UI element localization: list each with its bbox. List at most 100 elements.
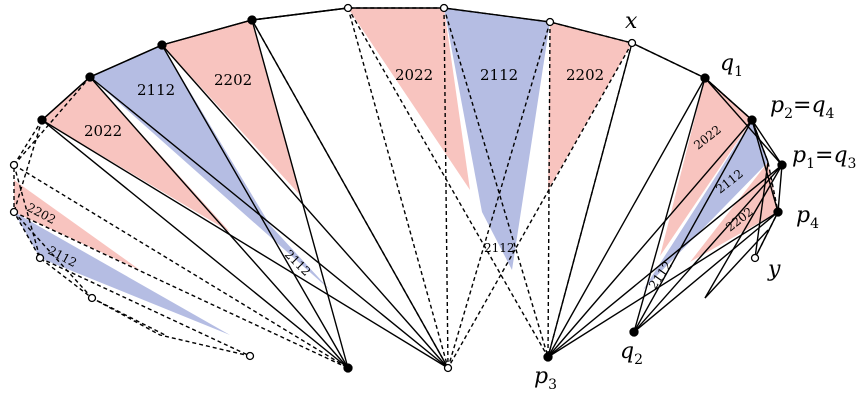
region-pink-2202-center: [548, 22, 632, 190]
dashed-5: [13, 119, 43, 213]
region-blue-2112-lower: [14, 212, 230, 335]
point-q1: [700, 73, 710, 83]
dashed-7: [13, 211, 93, 299]
shaded-regions: [14, 8, 778, 335]
point-q2: [629, 327, 639, 337]
region-pink-2022-left: [42, 77, 230, 232]
solid-21: [704, 229, 769, 299]
dashed-9: [347, 7, 449, 369]
point-x: [627, 38, 637, 48]
point-p1q3: [777, 160, 787, 170]
label-p2-sub: 2: [784, 106, 793, 122]
label-p1-eq: =: [815, 143, 833, 168]
solid-20: [704, 164, 783, 299]
region-pink-2022-right: [660, 78, 752, 256]
label-q1-base: q: [720, 51, 734, 76]
solid-14: [633, 119, 753, 333]
point-white: [87, 293, 97, 303]
region-label: 2022: [84, 122, 122, 140]
point-black: [157, 40, 167, 50]
dashed-3: [39, 257, 251, 357]
label-p2q4: p2=q4: [770, 93, 835, 122]
label-p2-base: p: [770, 93, 784, 118]
region-blue-2112-right: [643, 120, 768, 290]
label-p1q3: p1=q3: [792, 143, 856, 172]
label-y: y: [767, 257, 781, 282]
region-blue-2112-left: [90, 45, 330, 290]
label-p1-sub: 1: [806, 156, 815, 172]
solid-17: [704, 77, 783, 166]
solid-3: [161, 44, 349, 369]
label-p4: p4: [796, 203, 819, 232]
solid-4: [251, 19, 349, 369]
point-white: [545, 17, 555, 27]
dashed-1: [13, 164, 349, 369]
point-white: [343, 3, 353, 13]
region-label: 2112: [137, 81, 175, 99]
points: [9, 3, 787, 373]
label-x: x: [625, 9, 638, 34]
dashed-15: [447, 42, 633, 369]
solid-7: [161, 44, 449, 369]
point-p4: [773, 207, 783, 217]
solid-12: [547, 211, 779, 358]
label-p3: p3: [534, 364, 557, 393]
label-q4-base: q: [811, 93, 825, 118]
region-label: 2022: [395, 66, 433, 84]
dashed-2: [13, 211, 349, 369]
label-q3-sub: 3: [848, 156, 857, 172]
point-labels: x y q1 p2=q4 p1=q3 p4 q2 p3: [534, 9, 856, 393]
solid-11: [547, 164, 783, 358]
dashed-12: [443, 7, 549, 358]
label-q3-base: q: [833, 143, 847, 168]
label-q2-sub: 2: [634, 352, 643, 368]
solid-10: [547, 119, 753, 358]
point-white: [9, 160, 19, 170]
label-q2: q2: [620, 339, 643, 368]
solid-13: [633, 77, 706, 333]
point-p3: [543, 352, 553, 362]
region-label: 2202: [214, 71, 252, 89]
region-blue-2112-center: [444, 8, 550, 270]
point-black: [37, 115, 47, 125]
label-p1-base: p: [792, 143, 806, 168]
point-white: [245, 351, 255, 361]
point-black-bottom-left: [343, 363, 353, 373]
solid-16: [633, 211, 779, 333]
point-white: [35, 253, 45, 263]
dashed-6: [13, 164, 41, 259]
region-label: 2112: [484, 241, 515, 255]
solid-8: [251, 19, 449, 369]
label-p3-sub: 3: [548, 377, 557, 393]
region-label: 2112: [282, 247, 313, 278]
solid-5: [41, 119, 449, 369]
dashed-boundary-top: [251, 7, 779, 259]
label-p4-sub: 4: [810, 216, 819, 232]
label-p2-eq: =: [793, 93, 811, 118]
region-label: 2112: [480, 66, 518, 84]
solid-15: [633, 164, 783, 333]
solid-lines: [41, 7, 783, 369]
label-q1: q1: [720, 51, 743, 80]
dashed-8: [13, 76, 91, 166]
point-y: [750, 253, 760, 263]
region-pink-2202-lower: [14, 180, 140, 270]
solid-1: [41, 119, 349, 369]
solid-9: [547, 77, 706, 358]
region-pink-2022-center: [348, 8, 470, 190]
point-black: [85, 72, 95, 82]
point-p2q4: [747, 115, 757, 125]
region-label: 2202: [566, 66, 604, 84]
region-pink-2202-left: [162, 20, 300, 195]
solid-2: [89, 76, 349, 369]
point-white-bottom-center: [443, 363, 453, 373]
label-q2-base: q: [620, 339, 634, 364]
point-white: [9, 207, 19, 217]
label-p3-base: p: [534, 364, 548, 389]
solid-18: [751, 119, 779, 213]
solid-6: [89, 76, 449, 369]
point-white: [439, 3, 449, 13]
solid-22: [547, 42, 633, 358]
label-q4-sub: 4: [826, 106, 835, 122]
